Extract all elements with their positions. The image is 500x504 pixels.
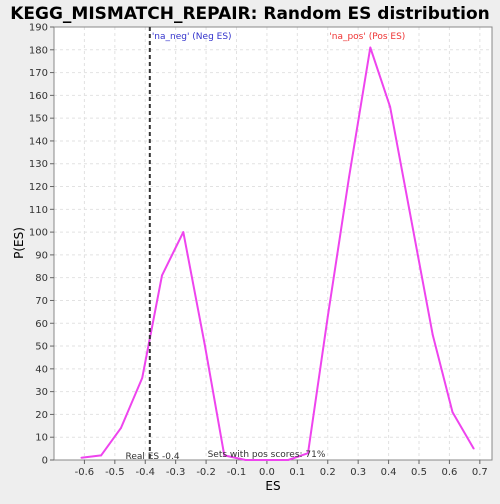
y-tick-label: 70 [35,296,48,307]
x-tick-label: 0.1 [289,467,305,478]
data-point [120,427,122,429]
y-axis-label: P(ES) [12,227,26,259]
data-point [161,274,163,277]
data-point [203,342,206,345]
annotation-layer: 'na_neg' (Neg ES) 'na_pos' (Pos ES) Real… [125,27,405,462]
y-tick-label: 130 [29,159,48,170]
data-point [431,333,434,336]
x-tick-label: 0.5 [411,467,427,478]
es-distribution-line [81,46,475,461]
x-axis-label: ES [265,479,280,493]
data-point [472,447,475,450]
pos-scores-text: Sets with pos scores: 71% [208,450,326,460]
y-tick-label: 90 [35,250,48,261]
data-point [369,46,372,49]
chart-title: KEGG_MISMATCH_REPAIR: Random ES distribu… [10,4,490,24]
data-point [141,377,144,379]
x-tick-label: 0.4 [381,467,397,478]
y-tick-label: 140 [29,136,48,147]
x-tick-label: -0.4 [135,467,155,478]
x-tick-label: -0.6 [75,467,95,478]
x-tick-label: 0.0 [259,467,275,478]
data-point [451,411,454,414]
series-layer [80,46,475,461]
data-point [307,452,309,455]
data-point [182,231,185,234]
data-point [244,459,247,461]
y-tick-label: 110 [29,205,48,216]
data-point [100,454,103,457]
axes-layer: 0 10 20 30 40 50 60 70 80 90 100 110 120 130 140 150 160… [29,23,493,478]
data-point [389,105,392,108]
y-tick-label: 0 [42,456,48,467]
y-tick-label: 10 [35,433,48,444]
y-tick-label: 120 [29,182,48,193]
real-es-text: Real ES -0.4 [125,452,179,462]
y-tick-label: 50 [35,342,48,353]
y-tick-label: 170 [29,68,48,79]
neg-es-label: 'na_neg' (Neg ES) [152,32,232,42]
x-tick-label: -0.1 [227,467,247,478]
data-point [223,454,226,457]
x-tick-label: 0.2 [320,467,336,478]
y-tick-label: 160 [29,91,48,102]
data-point [266,459,268,461]
pos-es-label: 'na_pos' (Pos ES) [329,32,405,42]
x-tick-label: 0.6 [441,467,457,478]
y-tick-label: 180 [29,45,48,56]
x-tick-label: 0.3 [350,467,366,478]
data-point [348,176,350,179]
x-tick-label: -0.3 [166,467,186,478]
y-tick-label: 60 [35,319,48,330]
y-tick-label: 150 [29,114,48,125]
y-tick-label: 40 [35,364,48,375]
data-point [80,456,83,459]
y-tick-label: 20 [35,410,48,421]
y-tick-label: 30 [35,387,48,398]
y-tick-label: 190 [29,23,48,34]
x-tick-label: -0.5 [105,467,125,478]
grid-layer [54,26,492,461]
y-tick-label: 80 [35,273,48,284]
data-point [287,459,290,461]
plot-area [54,27,492,460]
data-point [410,219,413,222]
x-tick-label: 0.7 [472,467,488,478]
y-tick-label: 100 [29,228,48,239]
x-tick-label: -0.2 [196,467,216,478]
data-point [326,315,329,318]
